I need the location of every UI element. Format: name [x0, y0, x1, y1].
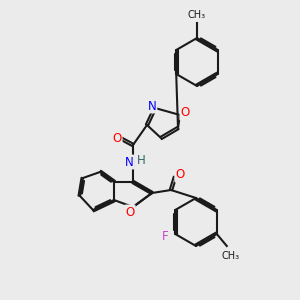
Text: CH₃: CH₃ — [222, 251, 240, 261]
Text: O: O — [125, 206, 135, 218]
Text: O: O — [112, 133, 122, 146]
Text: O: O — [176, 169, 184, 182]
Text: N: N — [124, 155, 134, 169]
Text: CH₃: CH₃ — [188, 10, 206, 20]
Text: O: O — [180, 106, 190, 119]
Text: F: F — [162, 230, 169, 242]
Text: N: N — [148, 100, 156, 112]
Text: H: H — [136, 154, 146, 167]
